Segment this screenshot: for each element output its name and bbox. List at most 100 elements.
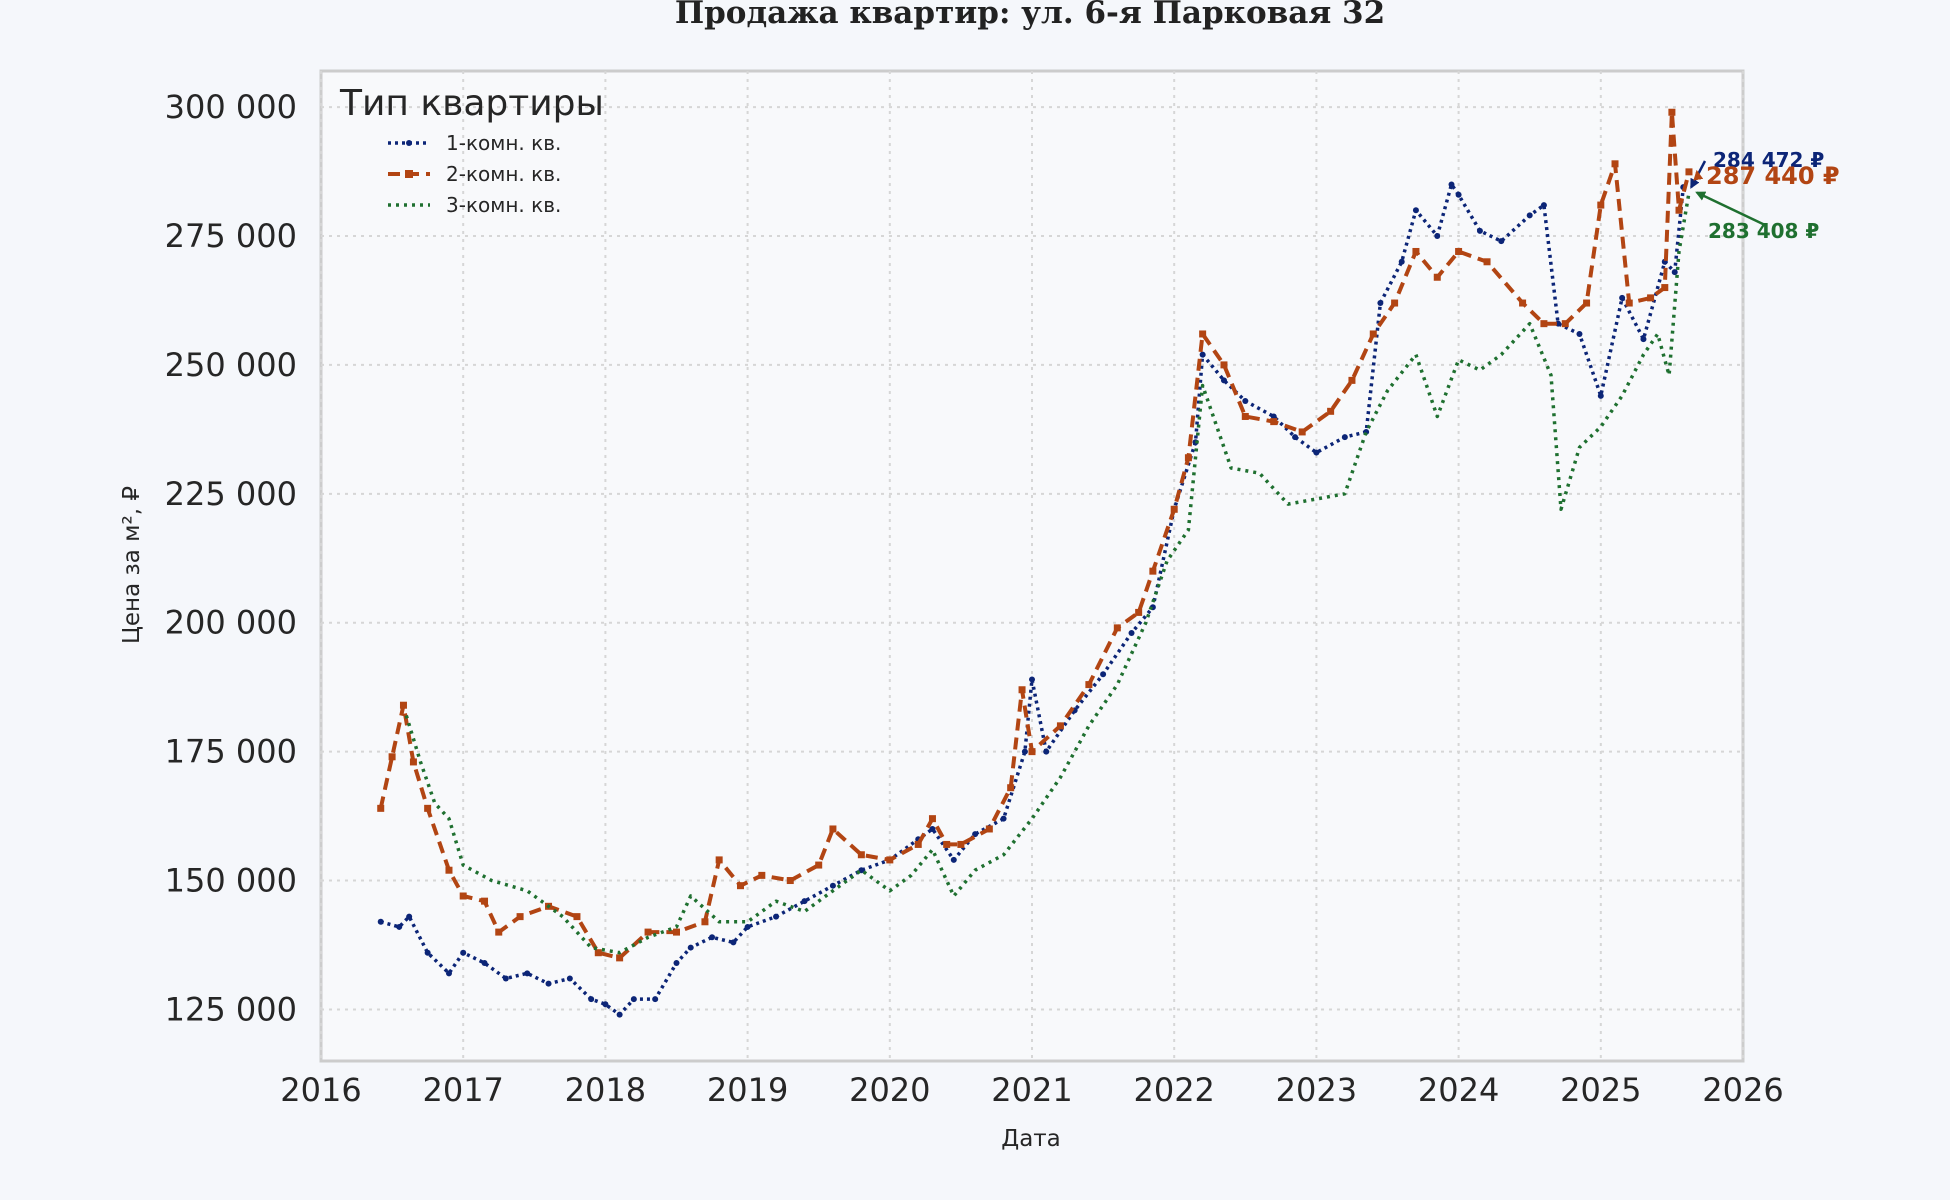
data-point: [758, 871, 766, 879]
data-point: [1298, 428, 1306, 436]
y-tick-label: 175 000: [165, 733, 297, 771]
data-point: [1611, 160, 1619, 168]
data-point: [1675, 206, 1683, 214]
data-point: [1313, 449, 1320, 456]
data-point: [1113, 624, 1121, 632]
y-tick-label: 150 000: [165, 862, 297, 900]
y-tick-label: 200 000: [165, 604, 297, 642]
x-tick-label: 2016: [280, 1071, 361, 1109]
legend-title: Тип квартиры: [339, 83, 604, 124]
data-point: [1597, 201, 1605, 209]
data-point: [1270, 418, 1278, 426]
data-point: [406, 913, 413, 920]
data-point: [388, 753, 396, 761]
data-point: [829, 882, 836, 889]
data-point: [1625, 299, 1633, 307]
data-point: [630, 996, 637, 1003]
x-tick-label: 2021: [991, 1071, 1072, 1109]
data-point: [424, 949, 431, 956]
data-point: [1640, 336, 1647, 343]
legend-item: 2-комн. кв.: [388, 162, 561, 186]
legend-marker: [406, 140, 412, 146]
series-1: [377, 181, 1687, 1018]
series-3: [404, 192, 1691, 955]
legend-label: 1-комн. кв.: [446, 131, 561, 155]
data-point: [1021, 748, 1028, 755]
data-point: [1377, 300, 1384, 307]
data-point: [1292, 434, 1299, 441]
data-point: [1007, 784, 1015, 792]
data-point: [1242, 398, 1249, 404]
data-point: [1128, 630, 1135, 637]
data-point: [616, 1011, 623, 1018]
data-point: [1647, 294, 1655, 302]
data-point: [445, 866, 453, 874]
data-point: [445, 970, 452, 977]
data-point: [786, 877, 794, 885]
data-point: [424, 804, 432, 812]
y-tick-label: 225 000: [165, 475, 297, 513]
data-point: [545, 980, 552, 987]
series-layer: [377, 108, 1693, 1018]
data-point: [1540, 320, 1548, 328]
data-point: [1220, 377, 1227, 384]
data-point: [1455, 247, 1463, 255]
data-point: [1028, 748, 1036, 756]
x-tick-label: 2023: [1276, 1071, 1357, 1109]
data-point: [652, 996, 659, 1003]
data-point: [481, 960, 488, 967]
data-point: [1619, 294, 1626, 301]
data-point: [886, 856, 894, 864]
data-point: [588, 996, 595, 1003]
series-line: [380, 182, 1686, 1017]
x-tick-label: 2026: [1702, 1071, 1783, 1109]
data-point: [495, 928, 503, 936]
data-point: [1000, 815, 1007, 822]
data-point: [1149, 567, 1157, 575]
data-point: [1561, 320, 1569, 328]
data-point: [829, 825, 837, 833]
data-point: [1583, 299, 1591, 307]
data-point: [687, 944, 694, 951]
data-point: [736, 882, 744, 890]
data-point: [730, 939, 737, 946]
data-point: [928, 815, 936, 823]
data-point: [1455, 191, 1462, 198]
data-point: [1241, 412, 1249, 420]
data-point: [1199, 351, 1206, 358]
data-point: [616, 954, 624, 962]
data-point: [1685, 168, 1693, 176]
legend-item: 3-комн. кв.: [388, 193, 561, 217]
data-point: [594, 949, 602, 957]
data-point: [502, 975, 509, 982]
data-point: [1483, 258, 1491, 266]
series-line: [404, 192, 1691, 955]
legend-marker: [405, 170, 413, 178]
data-point: [1043, 748, 1050, 755]
data-point: [1412, 247, 1420, 255]
data-point: [409, 758, 417, 766]
data-point: [1391, 299, 1399, 307]
data-point: [1100, 671, 1107, 678]
x-tick-label: 2025: [1560, 1071, 1641, 1109]
annotation-label: 287 440 ₽: [1706, 162, 1840, 190]
data-point: [950, 856, 957, 863]
data-point: [1526, 212, 1533, 219]
data-point: [1448, 181, 1455, 188]
data-point: [773, 913, 780, 920]
data-point: [1671, 269, 1678, 276]
data-point: [459, 892, 467, 900]
data-point: [701, 918, 709, 926]
data-point: [1056, 722, 1064, 730]
y-tick-label: 250 000: [165, 346, 297, 384]
endpoint-annotation: 283 408 ₽: [1695, 191, 1819, 243]
series-2: [377, 108, 1693, 962]
data-point: [573, 913, 581, 921]
data-point: [1476, 227, 1483, 234]
data-point: [673, 928, 680, 936]
data-point: [1540, 202, 1547, 209]
data-point: [1412, 207, 1419, 214]
legend-item: 1-комн. кв.: [388, 131, 561, 155]
data-point: [985, 825, 993, 833]
data-point: [460, 949, 467, 956]
